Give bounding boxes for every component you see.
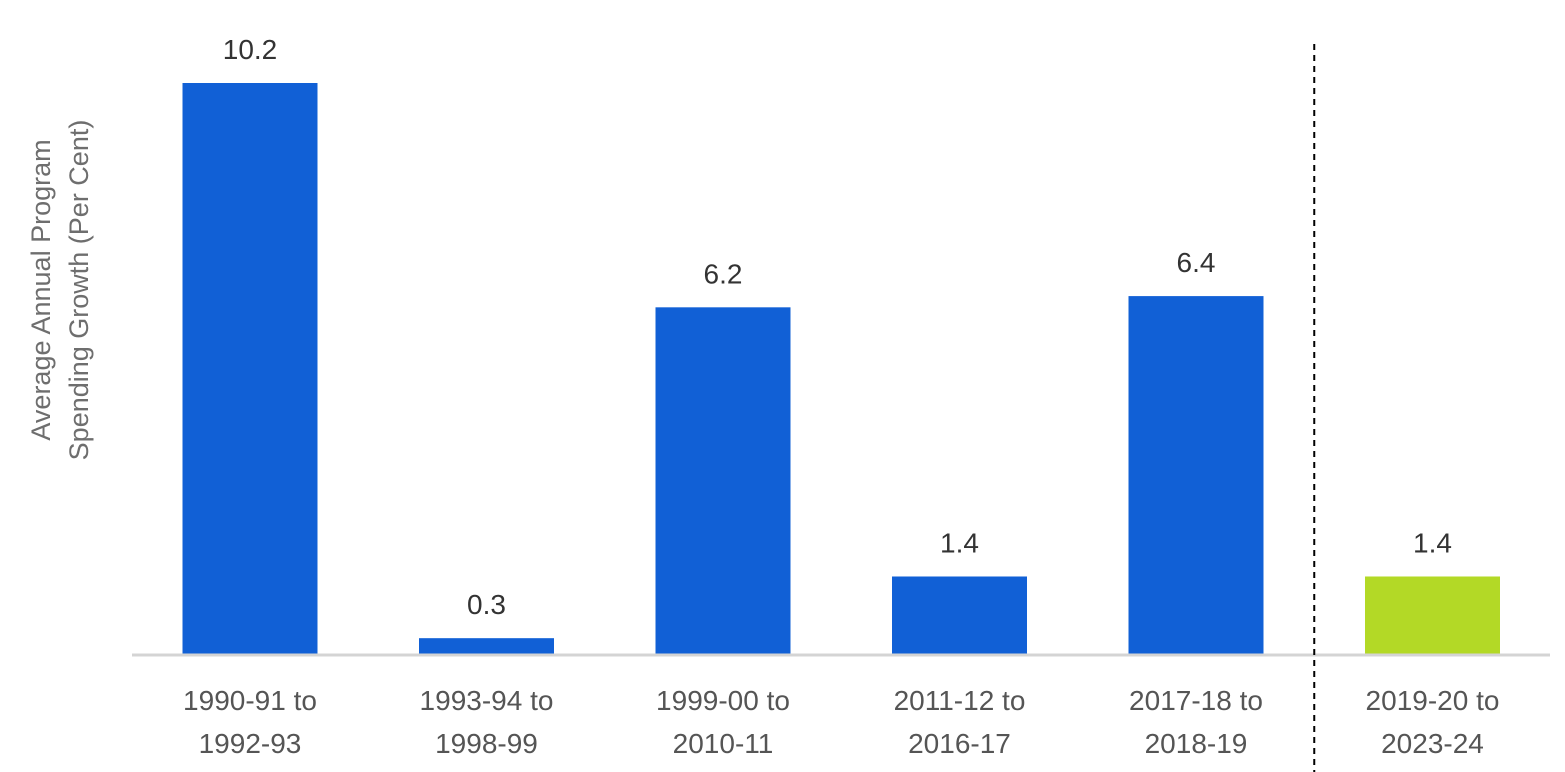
x-tick-label-5-line-1: 2017-18 to: [1129, 685, 1263, 716]
y-axis-title-line-1: Average Annual Program: [26, 139, 56, 440]
x-tick-label-2: 1993-94 to 1998-99: [420, 685, 554, 759]
x-tick-labels-group: 1990-91 to 1992-93 1993-94 to 1998-99 1999-0…: [183, 685, 1499, 759]
data-label-6: 1.4: [1413, 527, 1452, 558]
x-tick-label-3: 1999-00 to 2010-11: [656, 685, 790, 759]
x-tick-label-5-line-2: 2018-19: [1145, 728, 1248, 759]
bar-6: [1365, 576, 1500, 655]
data-label-1: 10.2: [223, 34, 278, 65]
data-label-4: 1.4: [940, 527, 979, 558]
data-label-3: 6.2: [704, 258, 743, 289]
data-labels-group: 10.2 0.3 6.2 1.4 6.4 1.4: [223, 34, 1452, 620]
x-tick-label-5: 2017-18 to 2018-19: [1129, 685, 1263, 759]
x-tick-label-4: 2011-12 to 2016-17: [894, 685, 1026, 759]
x-tick-label-2-line-2: 1998-99: [435, 728, 538, 759]
x-tick-label-3-line-1: 1999-00 to: [656, 685, 790, 716]
x-tick-label-2-line-1: 1993-94 to: [420, 685, 554, 716]
bar-4: [892, 576, 1027, 655]
y-axis-title: Average Annual Program Spending Growth (P…: [26, 120, 94, 461]
bar-5: [1128, 296, 1264, 655]
y-axis-title-line-2: Spending Growth (Per Cent): [64, 120, 94, 461]
bar-2: [419, 638, 554, 655]
x-tick-label-1: 1990-91 to 1992-93: [183, 685, 317, 759]
x-tick-label-6: 2019-20 to 2023-24: [1366, 685, 1500, 759]
data-label-5: 6.4: [1177, 247, 1216, 278]
x-tick-label-4-line-2: 2016-17: [908, 728, 1011, 759]
bar-1: [182, 83, 318, 655]
x-tick-label-3-line-2: 2010-11: [673, 728, 774, 759]
bar-3: [655, 307, 791, 655]
x-tick-label-1-line-1: 1990-91 to: [183, 685, 317, 716]
x-tick-label-1-line-2: 1992-93: [199, 728, 302, 759]
data-label-2: 0.3: [467, 589, 506, 620]
x-tick-label-6-line-1: 2019-20 to: [1366, 685, 1500, 716]
bars-group: [182, 83, 1500, 655]
x-tick-label-4-line-1: 2011-12 to: [894, 685, 1026, 716]
x-tick-label-6-line-2: 2023-24: [1381, 728, 1484, 759]
